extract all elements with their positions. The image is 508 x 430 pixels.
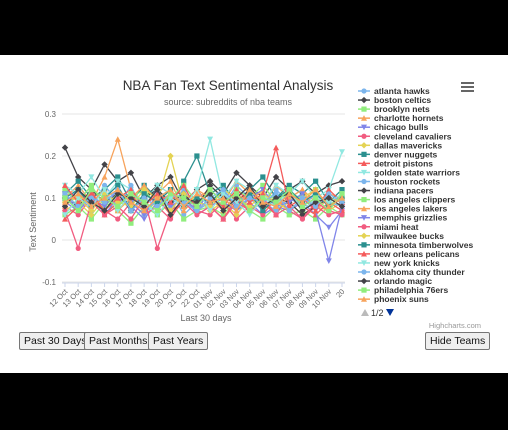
data-point [194,153,199,158]
legend-symbol [361,179,366,184]
data-point [234,191,239,196]
data-point [221,216,226,221]
data-point [89,187,94,192]
data-point [273,145,279,151]
data-point [247,195,252,200]
legend-symbol [361,152,366,157]
data-point [339,178,345,184]
past-years-button[interactable]: Past Years [148,332,208,350]
line-chart: NBA Fan Text Sentimental Analysis source… [0,55,508,373]
data-point [339,149,345,155]
data-point [260,174,265,179]
chart-title: NBA Fan Text Sentimental Analysis [123,78,334,93]
data-point [155,208,160,213]
x-axis-label: Last 30 days [180,313,232,323]
data-point [326,258,332,264]
legend-symbol [361,187,367,193]
data-point [155,246,160,251]
legend-symbol [361,233,367,239]
chart-panel: NBA Fan Text Sentimental Analysis source… [0,55,508,373]
y-axis-ticks: -0.1 0 0.1 0.2 0.3 [42,110,56,287]
legend-symbol [361,224,366,229]
data-point [128,208,133,213]
y-tick-label: 0.2 [45,152,57,161]
data-point [300,216,305,221]
data-point [76,208,81,213]
legend-symbol [361,288,366,293]
x-axis-ticks: 12 Oct13 Oct14 Oct15 Oct16 Oct17 Oct18 O… [47,283,346,310]
data-point [115,136,121,142]
legend-item[interactable]: phoenix suns [358,294,429,304]
chart-subtitle: source: subreddits of nba teams [164,97,293,107]
y-tick-label: 0.3 [45,110,57,119]
legend-symbol [361,269,366,274]
data-point [221,187,226,192]
legend-symbol [361,278,367,284]
x-tick-label: 20 [334,287,346,299]
data-point [326,225,332,231]
data-point [273,212,278,217]
data-point [142,200,147,205]
data-point [102,174,108,180]
data-point [128,170,134,176]
data-point [115,204,120,209]
data-point [313,195,318,200]
past-months-button[interactable]: Past Months [84,332,152,350]
y-tick-label: 0 [52,236,57,245]
legend-label: phoenix suns [374,294,429,304]
data-point [339,212,344,217]
data-point [194,204,199,209]
data-point [287,208,292,213]
data-point [128,191,133,196]
legend-symbol [361,97,367,103]
legend-symbol [361,242,366,247]
y-axis-label: Text Sentiment [28,192,38,252]
legend-symbol [361,134,366,139]
data-point [207,137,213,143]
y-tick-label: -0.1 [42,278,56,287]
legend-page-number: 1/2 [371,308,384,318]
legend-symbol [361,88,366,93]
data-point [76,179,81,184]
legend-page-down-icon[interactable] [386,309,394,316]
data-point [181,195,186,200]
credits-link[interactable]: Highcharts.com [429,321,481,330]
hide-teams-button[interactable]: Hide Teams [425,332,490,350]
legend-page-up-icon[interactable] [361,309,369,316]
legend: atlanta hawksboston celticsbrooklyn nets… [358,86,473,304]
legend-symbol [361,197,366,202]
series-group [62,136,345,264]
hamburger-menu-icon[interactable] [461,82,474,92]
data-point [128,216,133,221]
legend-symbol [361,107,366,112]
data-point [207,187,212,192]
y-tick-label: 0.1 [45,194,57,203]
data-point [313,179,318,184]
legend-symbol [361,142,367,148]
legend-pager: 1/2 [361,308,394,318]
data-point [247,208,252,213]
data-point [115,216,120,221]
data-point [167,153,173,159]
past-30-days-button[interactable]: Past 30 Days [19,332,91,350]
data-point [76,246,81,251]
data-point [62,144,68,150]
data-point [181,216,186,221]
